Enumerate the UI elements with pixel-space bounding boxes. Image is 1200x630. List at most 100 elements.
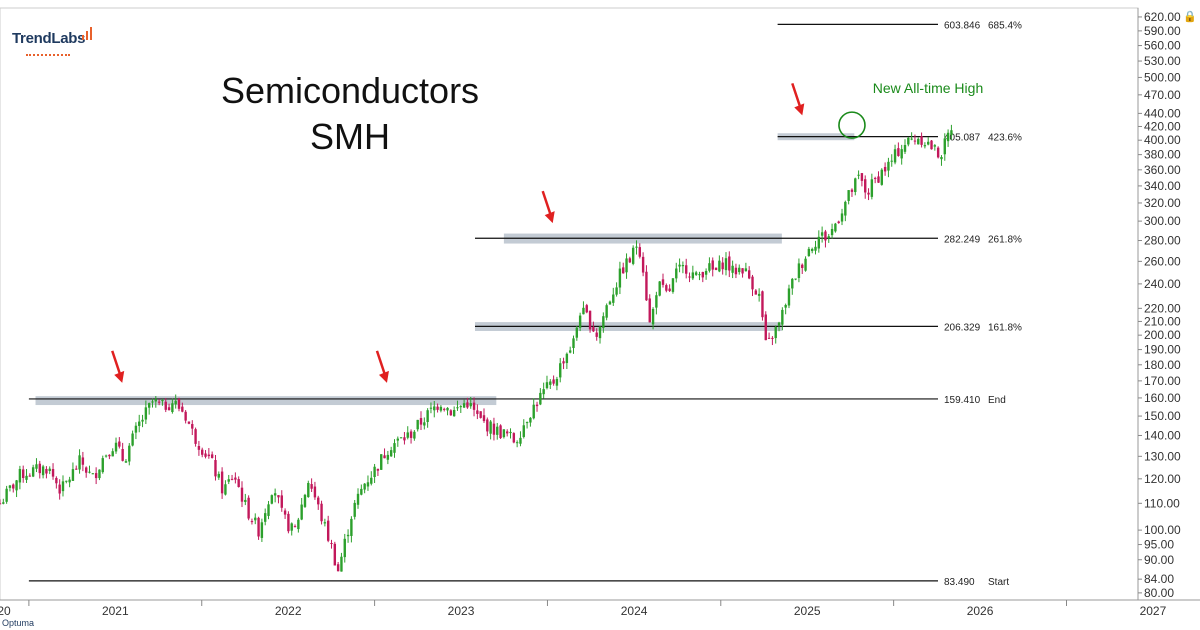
candle-body xyxy=(519,437,522,444)
candle-body xyxy=(91,473,95,475)
candle-body xyxy=(22,469,25,478)
y-tick-label: 210.00 xyxy=(1144,314,1181,328)
candle-body xyxy=(678,264,681,267)
candle-body xyxy=(757,293,761,296)
candle-body xyxy=(714,267,718,270)
candle-body xyxy=(592,326,595,332)
y-tick-label: 160.00 xyxy=(1144,391,1181,405)
fib-level-tag: 261.8% xyxy=(988,234,1022,245)
candle-body xyxy=(419,418,423,425)
candle-body xyxy=(104,455,108,457)
fib-level-tag: 161.8% xyxy=(988,322,1022,333)
candle-body xyxy=(645,271,648,301)
candle-body xyxy=(373,466,376,478)
candle-body xyxy=(870,179,874,197)
candle-body xyxy=(154,399,158,402)
candle-body xyxy=(118,441,121,447)
candle-body xyxy=(502,429,506,438)
arrow-head-icon xyxy=(378,370,389,383)
y-tick-label: 130.00 xyxy=(1144,449,1181,463)
candle-body xyxy=(429,407,433,409)
candle-body xyxy=(612,294,615,303)
candle-body xyxy=(559,363,562,378)
candle-body xyxy=(396,438,400,441)
y-tick-label: 84.00 xyxy=(1144,572,1174,586)
candle-body xyxy=(903,144,907,152)
candle-body xyxy=(399,437,403,439)
x-tick-label: 2021 xyxy=(102,604,129,618)
candle-body xyxy=(751,276,754,290)
candle-body xyxy=(860,173,864,181)
candle-body xyxy=(741,268,744,274)
candle-body xyxy=(423,422,426,426)
candle-body xyxy=(900,149,903,159)
candle-body xyxy=(625,258,628,273)
candle-body xyxy=(694,272,698,275)
trendlabs-logo: TrendLabs xyxy=(12,26,92,56)
candle-body xyxy=(711,260,714,270)
fib-level-tag: End xyxy=(988,395,1006,406)
candle-body xyxy=(810,248,814,252)
candle-body xyxy=(283,510,287,515)
chart-title: Semiconductors SMH xyxy=(200,68,500,160)
candle-body xyxy=(685,265,688,274)
candle-body xyxy=(791,278,794,289)
candle-body xyxy=(539,392,542,405)
candle-body xyxy=(907,137,910,145)
candle-body xyxy=(363,483,366,490)
candle-body xyxy=(854,178,857,193)
candle-body xyxy=(628,258,632,263)
plot-frame xyxy=(0,7,1139,601)
all-time-high-circle xyxy=(838,111,866,139)
candle-body xyxy=(834,223,837,232)
candle-body xyxy=(247,497,250,519)
candle-body xyxy=(476,410,479,414)
candle-body xyxy=(555,378,559,386)
candle-body xyxy=(568,350,572,353)
candle-body xyxy=(946,132,950,142)
candle-body xyxy=(512,433,516,443)
candle-body xyxy=(648,298,651,323)
candle-body xyxy=(330,543,333,545)
candle-body xyxy=(197,445,201,450)
candle-body xyxy=(761,291,764,318)
fib-level-value: 206.329 xyxy=(944,322,981,333)
candle-body xyxy=(2,502,5,504)
candle-body xyxy=(114,442,118,452)
candle-body xyxy=(346,534,350,537)
candle-body xyxy=(688,276,691,278)
candle-body xyxy=(25,475,28,480)
y-tick-label: 140.00 xyxy=(1144,428,1181,442)
candle-body xyxy=(817,236,821,249)
candle-body xyxy=(602,316,605,328)
candle-body xyxy=(708,263,711,271)
candle-body xyxy=(552,379,555,384)
y-tick-label: 100.00 xyxy=(1144,523,1181,537)
candle-body xyxy=(542,389,545,395)
candle-body xyxy=(499,425,502,439)
candle-body xyxy=(522,425,525,437)
candle-body xyxy=(224,484,227,495)
y-tick-label: 90.00 xyxy=(1144,553,1174,567)
candle-body xyxy=(781,309,784,325)
candle-body xyxy=(409,431,413,438)
candle-body xyxy=(575,327,579,338)
candle-body xyxy=(436,406,439,410)
candle-body xyxy=(728,256,731,271)
candle-body xyxy=(565,353,569,364)
y-tick-label: 530.00 xyxy=(1144,54,1181,68)
candle-body xyxy=(582,307,585,315)
candle-body xyxy=(65,480,68,482)
candle-body xyxy=(801,264,804,268)
candle-body xyxy=(111,451,114,457)
y-tick-label: 360.00 xyxy=(1144,163,1181,177)
candle-body xyxy=(147,403,151,408)
lock-icon[interactable]: 🔒 xyxy=(1183,11,1197,23)
candle-body xyxy=(293,526,297,528)
y-tick-label: 260.00 xyxy=(1144,254,1181,268)
candle-body xyxy=(804,258,807,271)
candle-body xyxy=(598,326,602,339)
arrow-head-icon xyxy=(544,211,555,224)
